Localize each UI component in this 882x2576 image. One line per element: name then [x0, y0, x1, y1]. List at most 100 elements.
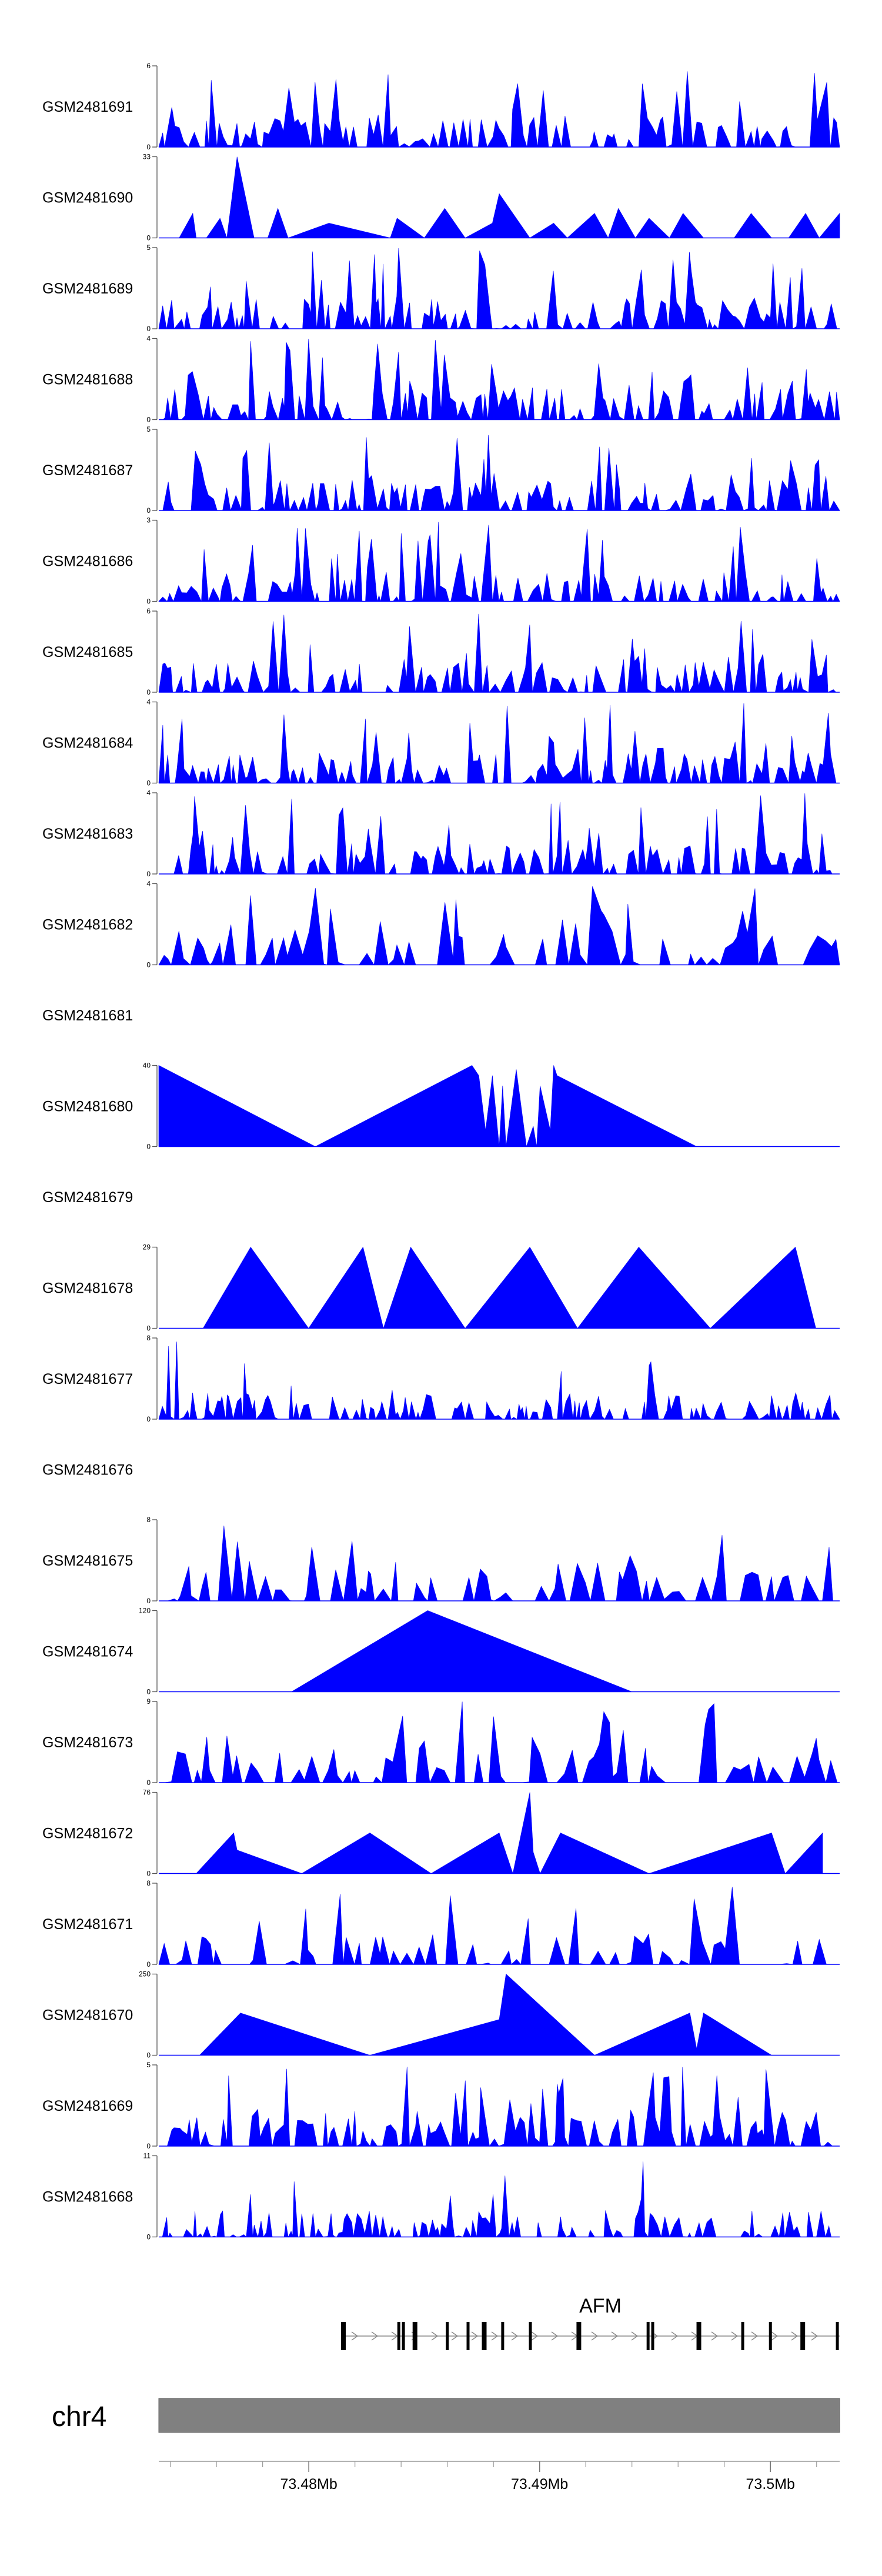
- y-tick-label: 0: [146, 1597, 151, 1605]
- y-tick-label: 4: [146, 880, 151, 888]
- track-gsm2481686: GSM2481686 3 0: [42, 516, 840, 606]
- exon: [402, 2322, 405, 2350]
- coverage-area: [158, 886, 840, 966]
- strand-arrow: [631, 2331, 639, 2341]
- chromosome-band: [158, 2398, 840, 2433]
- track-label: GSM2481681: [42, 1007, 133, 1024]
- y-tick-label: 5: [146, 2061, 151, 2069]
- chromosome-track: chr4: [52, 2398, 840, 2433]
- track-gsm2481679: GSM2481679: [42, 1189, 133, 1206]
- strand-arrow: [451, 2331, 459, 2341]
- y-tick-label: 0: [146, 416, 151, 424]
- y-tick-label: 4: [146, 698, 151, 706]
- track-label: GSM2481668: [42, 2189, 133, 2205]
- coverage-area: [158, 248, 840, 330]
- exon: [446, 2322, 449, 2350]
- y-tick-label: 0: [146, 506, 151, 515]
- y-tick-label: 0: [146, 688, 151, 696]
- y-tick-label: 0: [146, 325, 151, 333]
- track-label: GSM2481675: [42, 1553, 133, 1569]
- strand-arrow: [791, 2331, 799, 2341]
- track-gsm2481682: GSM2481682 4 0: [42, 880, 840, 969]
- track-label: GSM2481686: [42, 553, 133, 570]
- y-tick-label: 33: [143, 153, 151, 161]
- exon: [397, 2322, 400, 2350]
- y-tick-label: 0: [146, 234, 151, 242]
- coverage-area: [158, 1887, 840, 1966]
- y-tick-label: 76: [143, 1788, 151, 1797]
- track-label: GSM2481677: [42, 1371, 133, 1387]
- y-tick-label: 0: [146, 598, 151, 606]
- track-gsm2481672: GSM2481672 76 0: [42, 1788, 840, 1878]
- exon: [576, 2322, 582, 2350]
- strand-arrow: [431, 2331, 439, 2341]
- exon: [741, 2322, 744, 2350]
- y-tick-label: 5: [146, 425, 151, 433]
- strand-arrow: [511, 2331, 519, 2341]
- y-tick-label: 0: [146, 1870, 151, 1878]
- strand-arrow: [771, 2331, 779, 2341]
- y-tick-label: 6: [146, 62, 151, 70]
- track-label: GSM2481684: [42, 735, 133, 752]
- exon: [412, 2322, 417, 2350]
- exon: [501, 2322, 505, 2350]
- track-label: GSM2481685: [42, 644, 133, 660]
- gene-name-label: AFM: [579, 2295, 622, 2317]
- y-tick-label: 0: [146, 961, 151, 969]
- y-tick-label: 9: [146, 1697, 151, 1706]
- track-gsm2481689: GSM2481689 5 0: [42, 243, 840, 333]
- y-tick-label: 0: [146, 1415, 151, 1423]
- y-tick-label: 6: [146, 607, 151, 615]
- strand-arrow: [351, 2331, 359, 2341]
- y-tick-label: 0: [146, 1688, 151, 1696]
- exon: [800, 2322, 806, 2350]
- track-gsm2481690: GSM2481690 33 0: [42, 153, 840, 242]
- axis-tick-label: 73.49Mb: [511, 2476, 568, 2492]
- y-tick-label: 0: [146, 143, 151, 151]
- strand-arrow: [811, 2331, 818, 2341]
- y-tick-label: 4: [146, 789, 151, 797]
- track-label: GSM2481674: [42, 1644, 133, 1660]
- y-tick-label: 250: [139, 1970, 151, 1978]
- strand-arrow: [591, 2331, 599, 2341]
- track-gsm2481684: GSM2481684 4 0: [42, 698, 840, 788]
- exon: [482, 2322, 487, 2350]
- chromosome-label: chr4: [52, 2401, 106, 2432]
- coverage-area: [159, 1526, 840, 1602]
- track-gsm2481680: GSM2481680 40 0: [42, 1062, 840, 1151]
- strand-arrow: [471, 2331, 479, 2341]
- y-tick-label: 29: [143, 1243, 151, 1252]
- track-label: GSM2481679: [42, 1189, 133, 1206]
- track-gsm2481683: GSM2481683 4 0: [42, 789, 840, 878]
- track-gsm2481669: GSM2481669 5 0: [42, 2061, 840, 2150]
- axis-tick-label: 73.5Mb: [746, 2476, 795, 2492]
- y-tick-label: 3: [146, 516, 151, 525]
- strand-arrow: [491, 2331, 499, 2341]
- y-tick-label: 0: [146, 1778, 151, 1787]
- track-label: GSM2481669: [42, 2098, 133, 2114]
- y-tick-label: 120: [139, 1607, 151, 1615]
- track-label: GSM2481678: [42, 1280, 133, 1297]
- coverage-area: [158, 71, 840, 148]
- exon: [769, 2322, 772, 2350]
- exon: [651, 2322, 654, 2350]
- track-gsm2481687: GSM2481687 5 0: [42, 425, 840, 515]
- y-tick-label: 4: [146, 335, 151, 343]
- track-label: GSM2481683: [42, 826, 133, 842]
- track-gsm2481678: GSM2481678 29 0: [42, 1243, 840, 1333]
- track-gsm2481681: GSM2481681: [42, 1007, 133, 1024]
- track-gsm2481674: GSM2481674 120 0: [42, 1607, 840, 1696]
- track-gsm2481685: GSM2481685 6 0: [42, 607, 840, 696]
- y-tick-label: 8: [146, 1879, 151, 1887]
- exon: [466, 2322, 470, 2350]
- y-tick-label: 0: [146, 1324, 151, 1333]
- y-tick-label: 5: [146, 243, 151, 252]
- exon: [646, 2322, 650, 2350]
- coverage-area: [159, 339, 840, 421]
- track-label: GSM2481691: [42, 99, 133, 115]
- coverage-area: [158, 703, 840, 784]
- track-label: GSM2481676: [42, 1462, 133, 1479]
- coverage-area: [158, 1065, 697, 1147]
- exon: [341, 2322, 346, 2350]
